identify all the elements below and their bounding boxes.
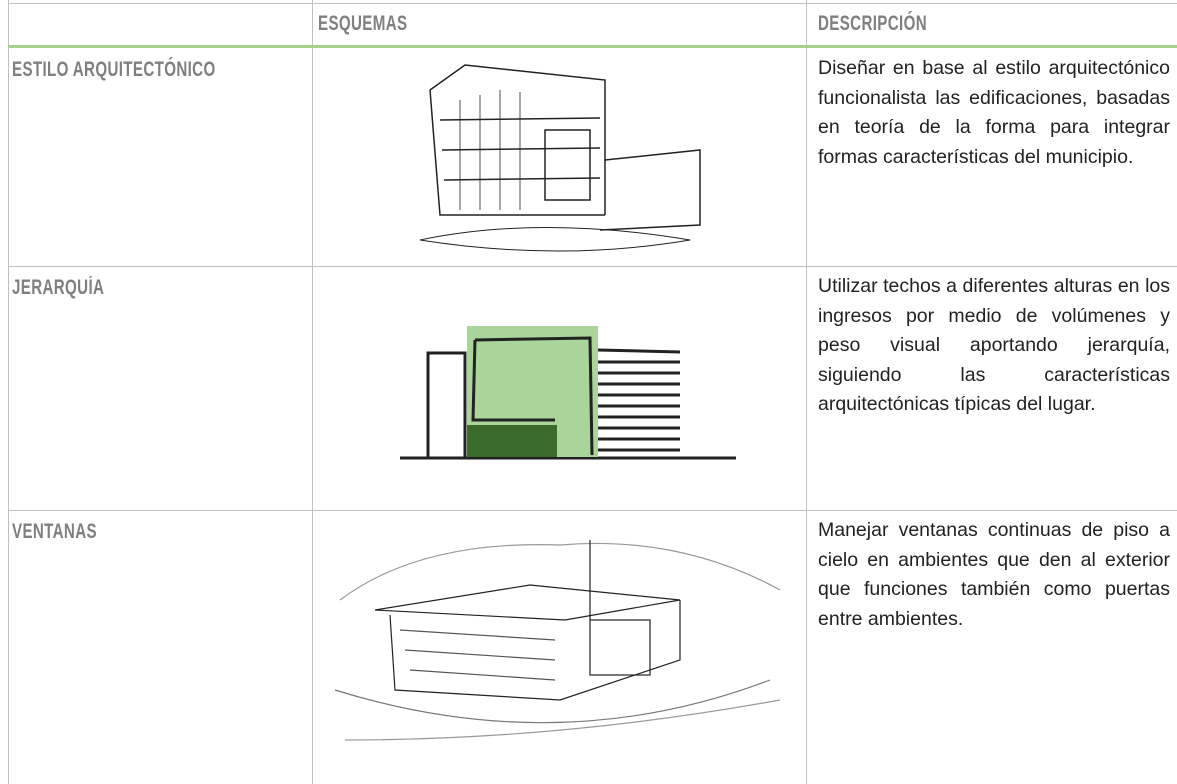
column-header: DESCRIPCIÓN [818,12,927,35]
description: Utilizar techos a diferentes alturas en … [818,275,1170,415]
row-label: ESTILO ARQUITECTÓNICO [12,58,216,81]
sketch-building [419,64,701,252]
border [806,0,807,784]
row-label: VENTANAS [12,520,97,543]
row-label: JERARQUÍA [12,276,105,299]
border [8,0,9,784]
header-rule [8,45,1177,48]
sketch-hierarchy [400,326,736,460]
sketch-windows [334,540,781,741]
border [8,510,1177,511]
description: Diseñar en base al estilo arquitectónico… [818,57,1170,168]
column-header: ESQUEMAS [318,12,408,35]
description: Manejar ventanas continuas de piso a cie… [818,519,1170,630]
border [312,0,313,784]
border [8,266,1177,267]
border [8,3,1177,4]
